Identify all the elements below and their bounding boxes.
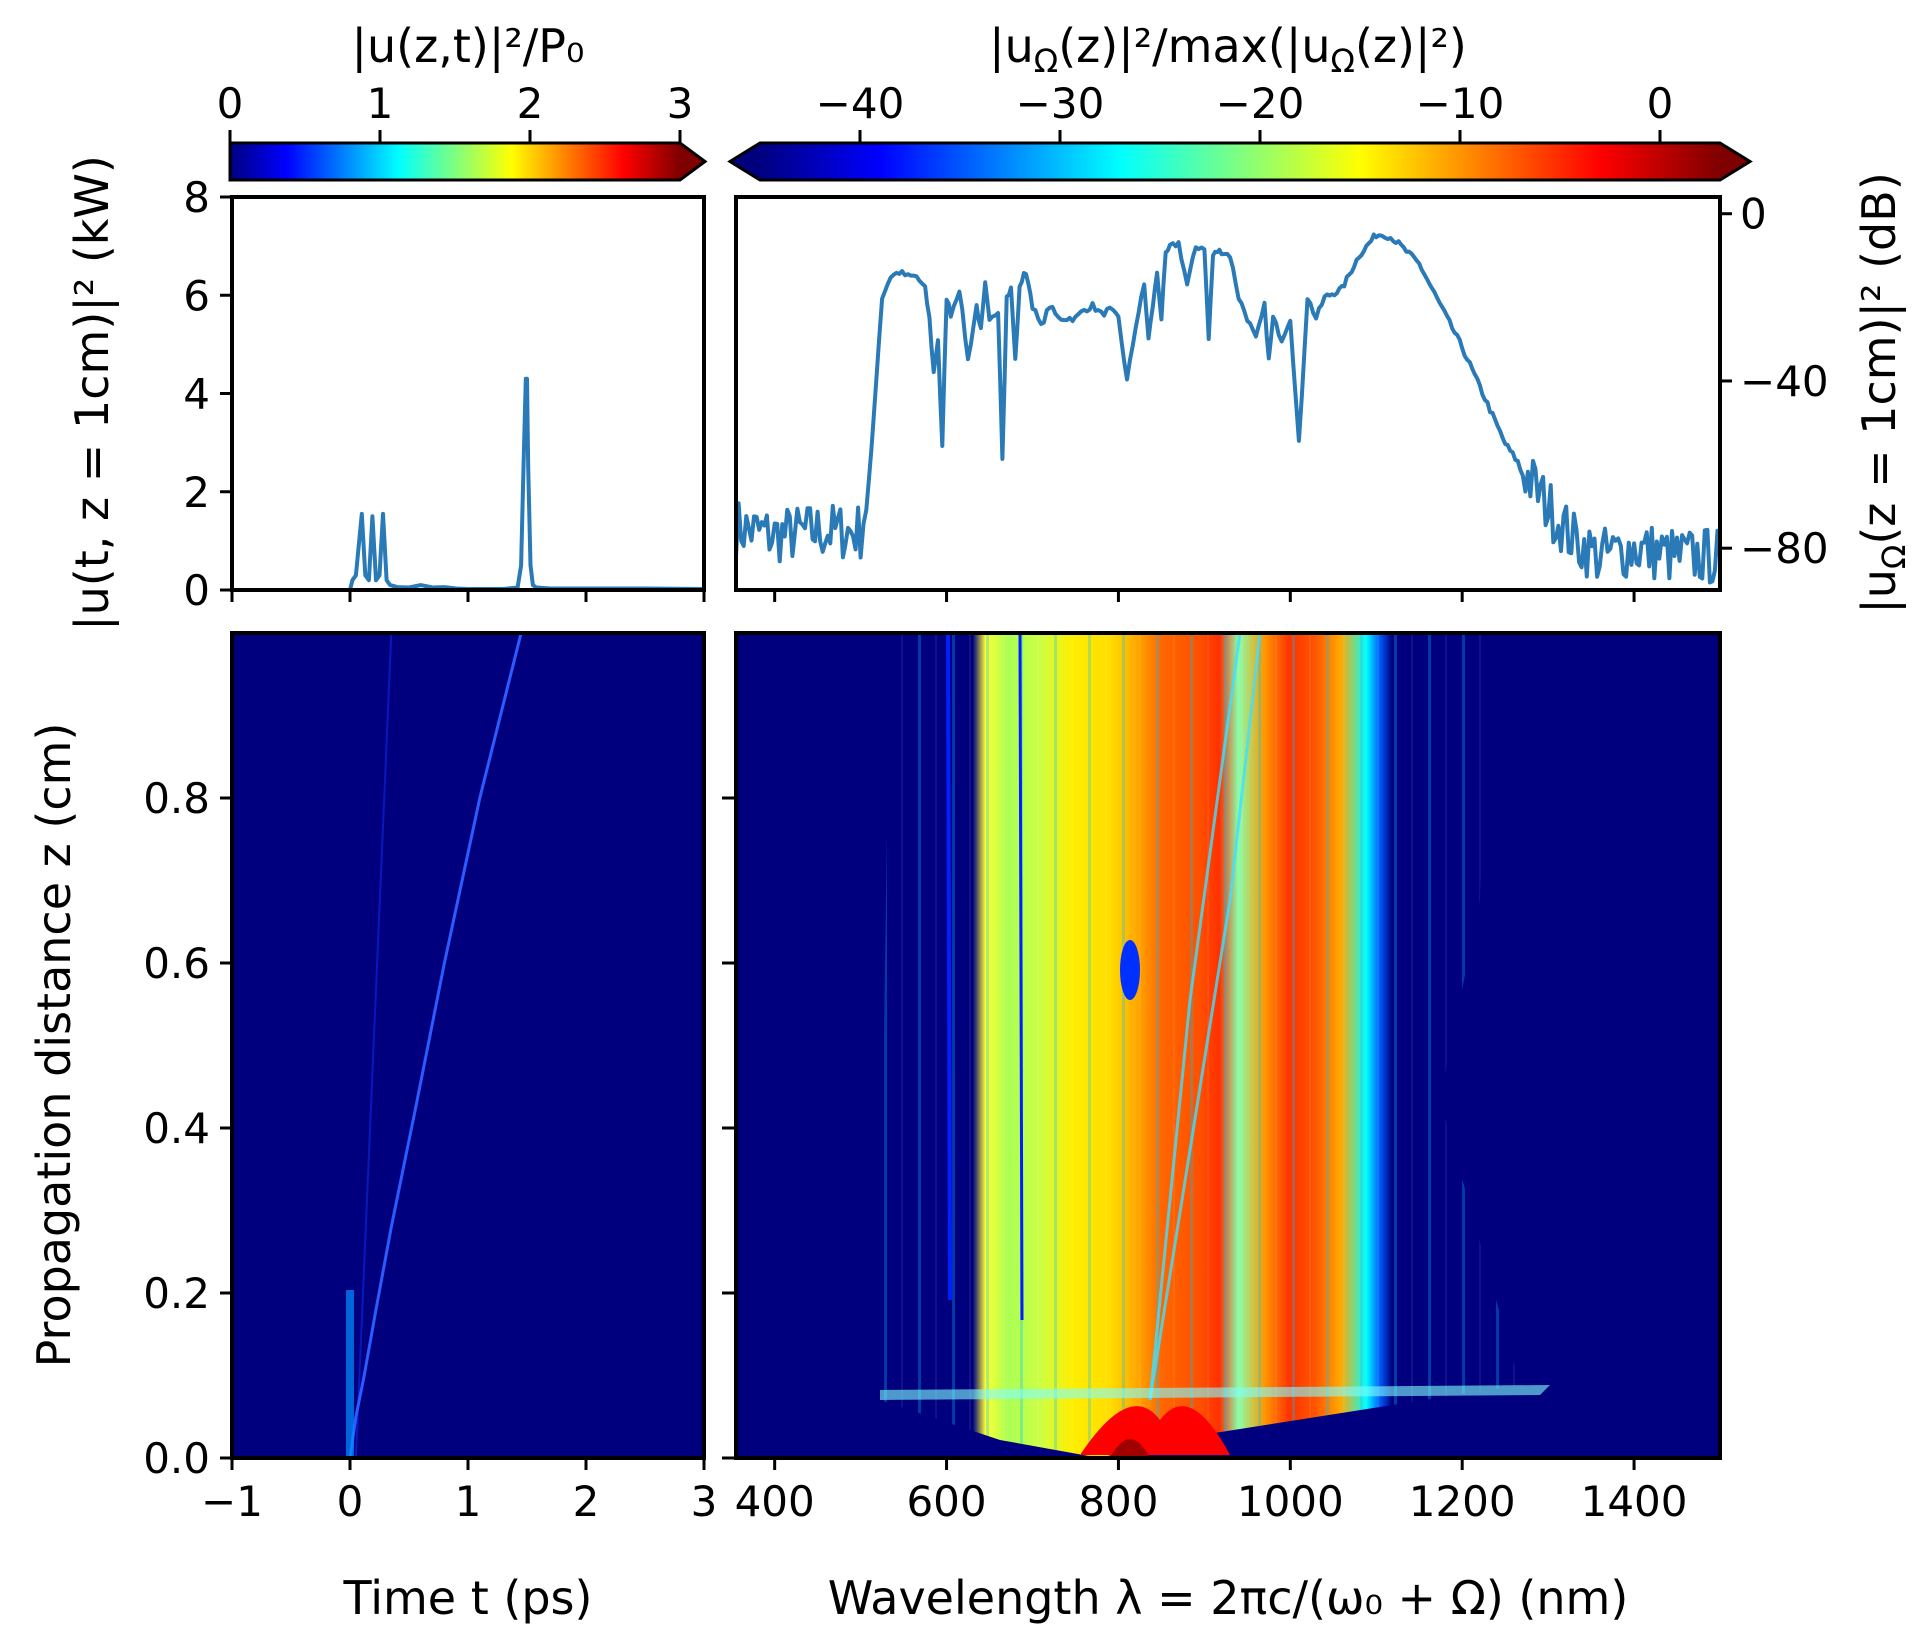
power-time-ytick-tick-label: 2 [183, 468, 210, 517]
power-time-background [232, 197, 704, 590]
map-time-panel: 0.0 0.2 0.4 0.6 0.8 −1 0 1 2 3 Time t (ps) Propa… [27, 631, 717, 1625]
spectrum-ytick-tick-label: 0 [1740, 190, 1767, 239]
map-time-background [232, 633, 704, 1458]
map-time-ytick-tick-label: 0.8 [143, 774, 210, 823]
colorbar-spectrum-label: |uΩ(z)|²/max(|uΩ(z)|²) [989, 19, 1467, 80]
map-time-ytick-tick-label: 0.4 [143, 1104, 210, 1153]
spectrum-panel: 0 −40 −80 |uΩ(z = 1cm)|² (dB) [734, 172, 1913, 614]
map-spectrum-pump [1080, 1406, 1230, 1455]
map-spectrum-xlabel: Wavelength λ = 2πc/(ω₀ + Ω) (nm) [828, 1571, 1629, 1625]
colorbar-time-tick-label: 2 [517, 79, 544, 128]
power-time-ytick-tick-label: 6 [183, 271, 210, 320]
map-spectrum-xtick-tick-label: 600 [906, 1477, 986, 1526]
map-spectrum-dip-spot [1120, 940, 1140, 1000]
colorbar-time-bar [230, 143, 680, 180]
colorbar-spectrum-tick-label: −30 [1016, 79, 1105, 128]
map-time-ylabel: Propagation distance z (cm) [27, 723, 81, 1368]
map-spectrum-xtick-tick-label: 400 [735, 1477, 815, 1526]
power-time-panel: 0 2 4 6 8 |u(t, z = 1cm)|² (kW) [65, 155, 706, 631]
map-time-soliton-trajectory [348, 633, 523, 1458]
map-time-xtick-tick-label: 0 [337, 1477, 364, 1526]
spectrum-background [736, 197, 1720, 590]
map-time-xlabel: Time t (ps) [343, 1571, 593, 1625]
colorbar-spectrum-tick-label: −40 [816, 79, 905, 128]
map-spectrum-xticks: 400 600 800 1000 1200 1400 [735, 1458, 1688, 1526]
colorbar-spectrum-ticks: −40 −30 −20 −10 0 [816, 79, 1674, 143]
map-spectrum-xtick-tick-label: 800 [1078, 1477, 1158, 1526]
map-spectrum-pump-core [1110, 1439, 1150, 1458]
spectrum-frame [734, 195, 1722, 592]
spectrum-line [736, 232, 1720, 585]
colorbar-spectrum-tick-label: −10 [1416, 79, 1505, 128]
map-time-xtick-tick-label: 1 [455, 1477, 482, 1526]
colorbar-spectrum-tick-label: −20 [1216, 79, 1305, 128]
map-time-initial-pulse [346, 1290, 354, 1458]
map-time-yticks: 0.0 0.2 0.4 0.6 0.8 [143, 774, 232, 1483]
map-spectrum-yticks [722, 796, 734, 1460]
colorbar-spectrum-extend-max [1720, 143, 1750, 180]
map-time-xtick-tick-label: 2 [573, 1477, 600, 1526]
colorbar-time-frame [228, 141, 708, 182]
power-time-ylabel: |u(t, z = 1cm)|² (kW) [65, 155, 120, 631]
map-spectrum-fringes [880, 633, 1520, 1458]
map-time-xticks: −1 0 1 2 3 [201, 1458, 717, 1526]
power-time-ytick-tick-label: 8 [183, 173, 210, 222]
map-time-ytick-tick-label: 0.0 [143, 1434, 210, 1483]
spectrum-yticks: 0 −40 −80 [1720, 190, 1829, 573]
map-spectrum-initial-burst [880, 1385, 1550, 1400]
power-time-frame [230, 195, 706, 592]
map-spectrum-panel: 400 600 800 1000 1200 1400 Wavelength λ = 2πc… [722, 631, 1722, 1625]
spectrum-ytick-tick-label: −80 [1740, 524, 1829, 573]
power-time-ytick-tick-label: 0 [183, 566, 210, 615]
colorbar-time-tick-label: 1 [367, 79, 394, 128]
colorbar-time-tick-label: 0 [217, 79, 244, 128]
colorbar-time-tick-label: 3 [667, 79, 694, 128]
power-time-line [232, 376, 705, 592]
colorbar-spectrum: |uΩ(z)|²/max(|uΩ(z)|²) −40 −30 −20 −10 0 [727, 19, 1753, 182]
map-time-xtick-tick-label: −1 [201, 1477, 263, 1526]
colorbar-time-ticks: 0 1 2 3 [217, 79, 694, 143]
power-time-ytick-tick-label: 4 [183, 370, 210, 419]
colorbar-spectrum-extend-min [730, 143, 760, 180]
colorbar-spectrum-tick-label: 0 [1647, 79, 1674, 128]
map-spectrum-crossing-2 [1148, 633, 1242, 1401]
map-spectrum-dip-680 [1018, 633, 1024, 1321]
colorbar-time-label: |u(z,t)|²/P₀ [352, 19, 585, 74]
map-spectrum-xtick-tick-label: 1000 [1237, 1477, 1344, 1526]
map-time-xtick-tick-label: 3 [691, 1477, 718, 1526]
colorbar-time-extend-max [680, 143, 705, 180]
map-spectrum-xtick-tick-label: 1400 [1581, 1477, 1688, 1526]
map-spectrum-crossing-1 [1148, 633, 1262, 1401]
map-spectrum-dip-600 [946, 633, 952, 1301]
map-time-faint-trace [354, 633, 393, 1458]
map-spectrum-frame [734, 631, 1722, 1460]
power-time-yticks: 0 2 4 6 8 [183, 173, 232, 615]
map-spectrum-xtick-tick-label: 1200 [1409, 1477, 1516, 1526]
spectrum-ylabel: |uΩ(z = 1cm)|² (dB) [1852, 172, 1913, 614]
colorbar-spectrum-frame [727, 141, 1753, 182]
colorbar-time: |u(z,t)|²/P₀ 0 1 2 3 [217, 19, 708, 182]
map-time-ytick-tick-label: 0.2 [143, 1269, 210, 1318]
colorbar-spectrum-bar [760, 143, 1720, 180]
spectrum-ytick-tick-label: −40 [1740, 357, 1829, 406]
map-time-ytick-tick-label: 0.6 [143, 939, 210, 988]
